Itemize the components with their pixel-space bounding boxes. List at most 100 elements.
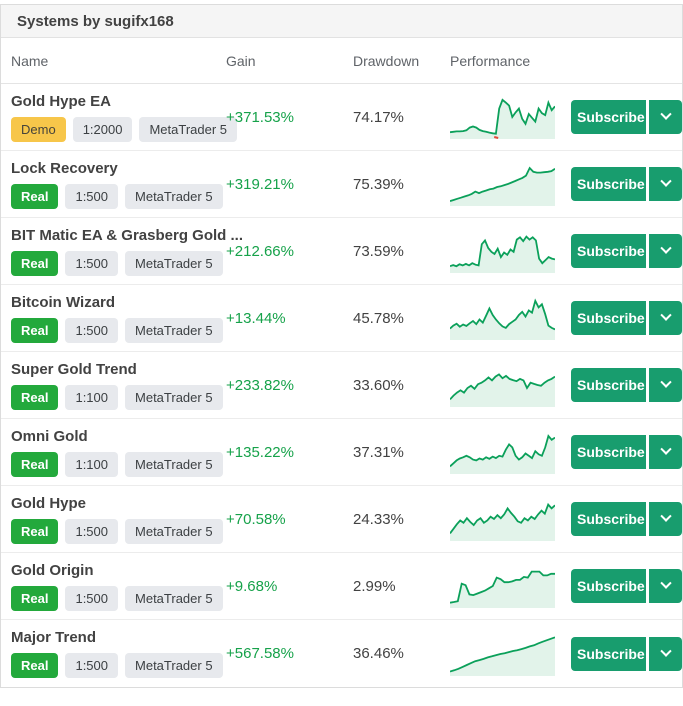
row-actions: Subscribe <box>571 435 682 469</box>
badges: Real 1:100 MetaTrader 5 <box>11 451 226 477</box>
subscribe-button[interactable]: Subscribe <box>571 502 646 536</box>
subscribe-button[interactable]: Subscribe <box>571 569 646 603</box>
account-type-badge: Real <box>11 451 59 477</box>
subscribe-dropdown-button[interactable] <box>649 234 682 268</box>
system-name-link[interactable]: Major Trend <box>11 629 97 646</box>
platform-badge: MetaTrader 5 <box>125 317 223 343</box>
column-header-gain: Gain <box>226 52 256 69</box>
badges: Demo 1:2000 MetaTrader 5 <box>11 116 238 142</box>
column-header-name: Name <box>11 52 49 69</box>
row-actions: Subscribe <box>571 569 682 603</box>
drawdown-value: 2.99% <box>353 577 396 595</box>
system-name-cell: Gold Origin Real 1:500 MetaTrader 5 <box>11 562 226 611</box>
system-name-cell: Bitcoin Wizard Real 1:500 MetaTrader 5 <box>11 294 226 343</box>
system-name-link[interactable]: Gold Hype EA <box>11 92 112 110</box>
subscribe-button[interactable]: Subscribe <box>571 234 646 268</box>
system-name-link[interactable]: Lock Recovery <box>11 159 118 177</box>
leverage-badge: 1:500 <box>65 250 119 276</box>
gain-value: +371.53% <box>226 108 294 126</box>
system-name-cell: BIT Matic EA & Grasberg Gold ... Real 1:… <box>11 226 243 276</box>
platform-badge: MetaTrader 5 <box>139 116 238 142</box>
chevron-down-icon <box>659 242 672 254</box>
system-name-cell: Lock Recovery Real 1:500 MetaTrader 5 <box>11 160 226 209</box>
widget-titlebar: Systems by sugifx168 <box>1 5 682 38</box>
drawdown-value: 75.39% <box>353 175 404 193</box>
subscribe-dropdown-button[interactable] <box>649 167 682 201</box>
system-name-cell: Major Trend Real 1:500 MetaTrader 5 <box>11 629 226 678</box>
drawdown-value: 37.31% <box>353 443 404 461</box>
badges: Real 1:500 MetaTrader 5 <box>11 585 226 611</box>
badges: Real 1:500 MetaTrader 5 <box>11 317 226 343</box>
chevron-down-icon <box>659 108 672 120</box>
column-header-drawdown: Drawdown <box>353 52 420 69</box>
leverage-badge: 1:500 <box>65 585 119 611</box>
row-actions: Subscribe <box>571 368 682 402</box>
row-actions: Subscribe <box>571 636 682 671</box>
row-actions: Subscribe <box>571 234 682 268</box>
subscribe-button[interactable]: Subscribe <box>571 368 646 402</box>
platform-badge: MetaTrader 5 <box>125 384 223 410</box>
table-row: Omni Gold Real 1:100 MetaTrader 5 +135.2… <box>1 419 682 486</box>
table-row: Lock Recovery Real 1:500 MetaTrader 5 +3… <box>1 151 682 218</box>
system-name-link[interactable]: BIT Matic EA & Grasberg Gold ... <box>11 226 243 244</box>
drawdown-value: 33.60% <box>353 376 404 394</box>
leverage-badge: 1:500 <box>65 653 119 678</box>
table-row: Gold Origin Real 1:500 MetaTrader 5 +9.6… <box>1 553 682 620</box>
gain-value: +567.58% <box>226 645 294 662</box>
system-name-cell: Omni Gold Real 1:100 MetaTrader 5 <box>11 428 226 477</box>
row-actions: Subscribe <box>571 167 682 201</box>
system-name-link[interactable]: Bitcoin Wizard <box>11 293 116 311</box>
drawdown-value: 74.17% <box>353 108 404 126</box>
table-row: Gold Hype Real 1:500 MetaTrader 5 +70.58… <box>1 486 682 553</box>
subscribe-dropdown-button[interactable] <box>649 636 682 671</box>
system-name-link[interactable]: Omni Gold <box>11 427 88 445</box>
leverage-badge: 1:500 <box>65 317 119 343</box>
column-header-performance: Performance <box>450 52 531 69</box>
table-row: BIT Matic EA & Grasberg Gold ... Real 1:… <box>1 218 682 285</box>
leverage-badge: 1:2000 <box>72 116 133 142</box>
subscribe-button[interactable]: Subscribe <box>571 301 646 335</box>
account-type-badge: Real <box>11 317 59 343</box>
account-type-badge: Real <box>11 183 59 209</box>
table-row: Major Trend Real 1:500 MetaTrader 5 +567… <box>1 620 682 687</box>
drawdown-value: 73.59% <box>353 242 404 260</box>
subscribe-button[interactable]: Subscribe <box>571 167 646 201</box>
leverage-badge: 1:500 <box>65 183 119 209</box>
system-name-link[interactable]: Gold Hype <box>11 494 87 512</box>
account-type-badge: Real <box>11 384 59 410</box>
systems-widget: Systems by sugifx168 Name Gain Drawdown … <box>0 4 683 688</box>
subscribe-button[interactable]: Subscribe <box>571 636 646 671</box>
drawdown-value: 45.78% <box>353 309 404 327</box>
performance-sparkline <box>450 430 571 474</box>
subscribe-dropdown-button[interactable] <box>649 100 682 134</box>
gain-value: +135.22% <box>226 443 294 461</box>
subscribe-button[interactable]: Subscribe <box>571 100 646 134</box>
column-header-row: Name Gain Drawdown Performance <box>1 38 682 84</box>
subscribe-dropdown-button[interactable] <box>649 502 682 536</box>
chevron-down-icon <box>659 376 672 388</box>
gain-value: +70.58% <box>226 510 286 528</box>
platform-badge: MetaTrader 5 <box>125 250 223 276</box>
subscribe-dropdown-button[interactable] <box>649 301 682 335</box>
chevron-down-icon <box>659 443 672 455</box>
system-name-link[interactable]: Super Gold Trend <box>11 360 137 378</box>
chevron-down-icon <box>659 645 672 657</box>
system-name-link[interactable]: Gold Origin <box>11 561 94 579</box>
gain-value: +233.82% <box>226 376 294 394</box>
row-actions: Subscribe <box>571 502 682 536</box>
subscribe-dropdown-button[interactable] <box>649 569 682 603</box>
chevron-down-icon <box>659 309 672 321</box>
subscribe-dropdown-button[interactable] <box>649 368 682 402</box>
system-name-cell: Super Gold Trend Real 1:100 MetaTrader 5 <box>11 361 226 410</box>
badges: Real 1:500 MetaTrader 5 <box>11 250 226 276</box>
drawdown-value: 36.46% <box>353 645 404 662</box>
performance-sparkline <box>450 95 571 139</box>
subscribe-dropdown-button[interactable] <box>649 435 682 469</box>
badges: Real 1:100 MetaTrader 5 <box>11 384 226 410</box>
system-name-cell: Gold Hype Real 1:500 MetaTrader 5 <box>11 495 226 544</box>
subscribe-button[interactable]: Subscribe <box>571 435 646 469</box>
account-type-badge: Demo <box>11 116 66 142</box>
table-row: Bitcoin Wizard Real 1:500 MetaTrader 5 +… <box>1 285 682 352</box>
widget-title: Systems by sugifx168 <box>17 12 174 30</box>
platform-badge: MetaTrader 5 <box>125 653 223 678</box>
